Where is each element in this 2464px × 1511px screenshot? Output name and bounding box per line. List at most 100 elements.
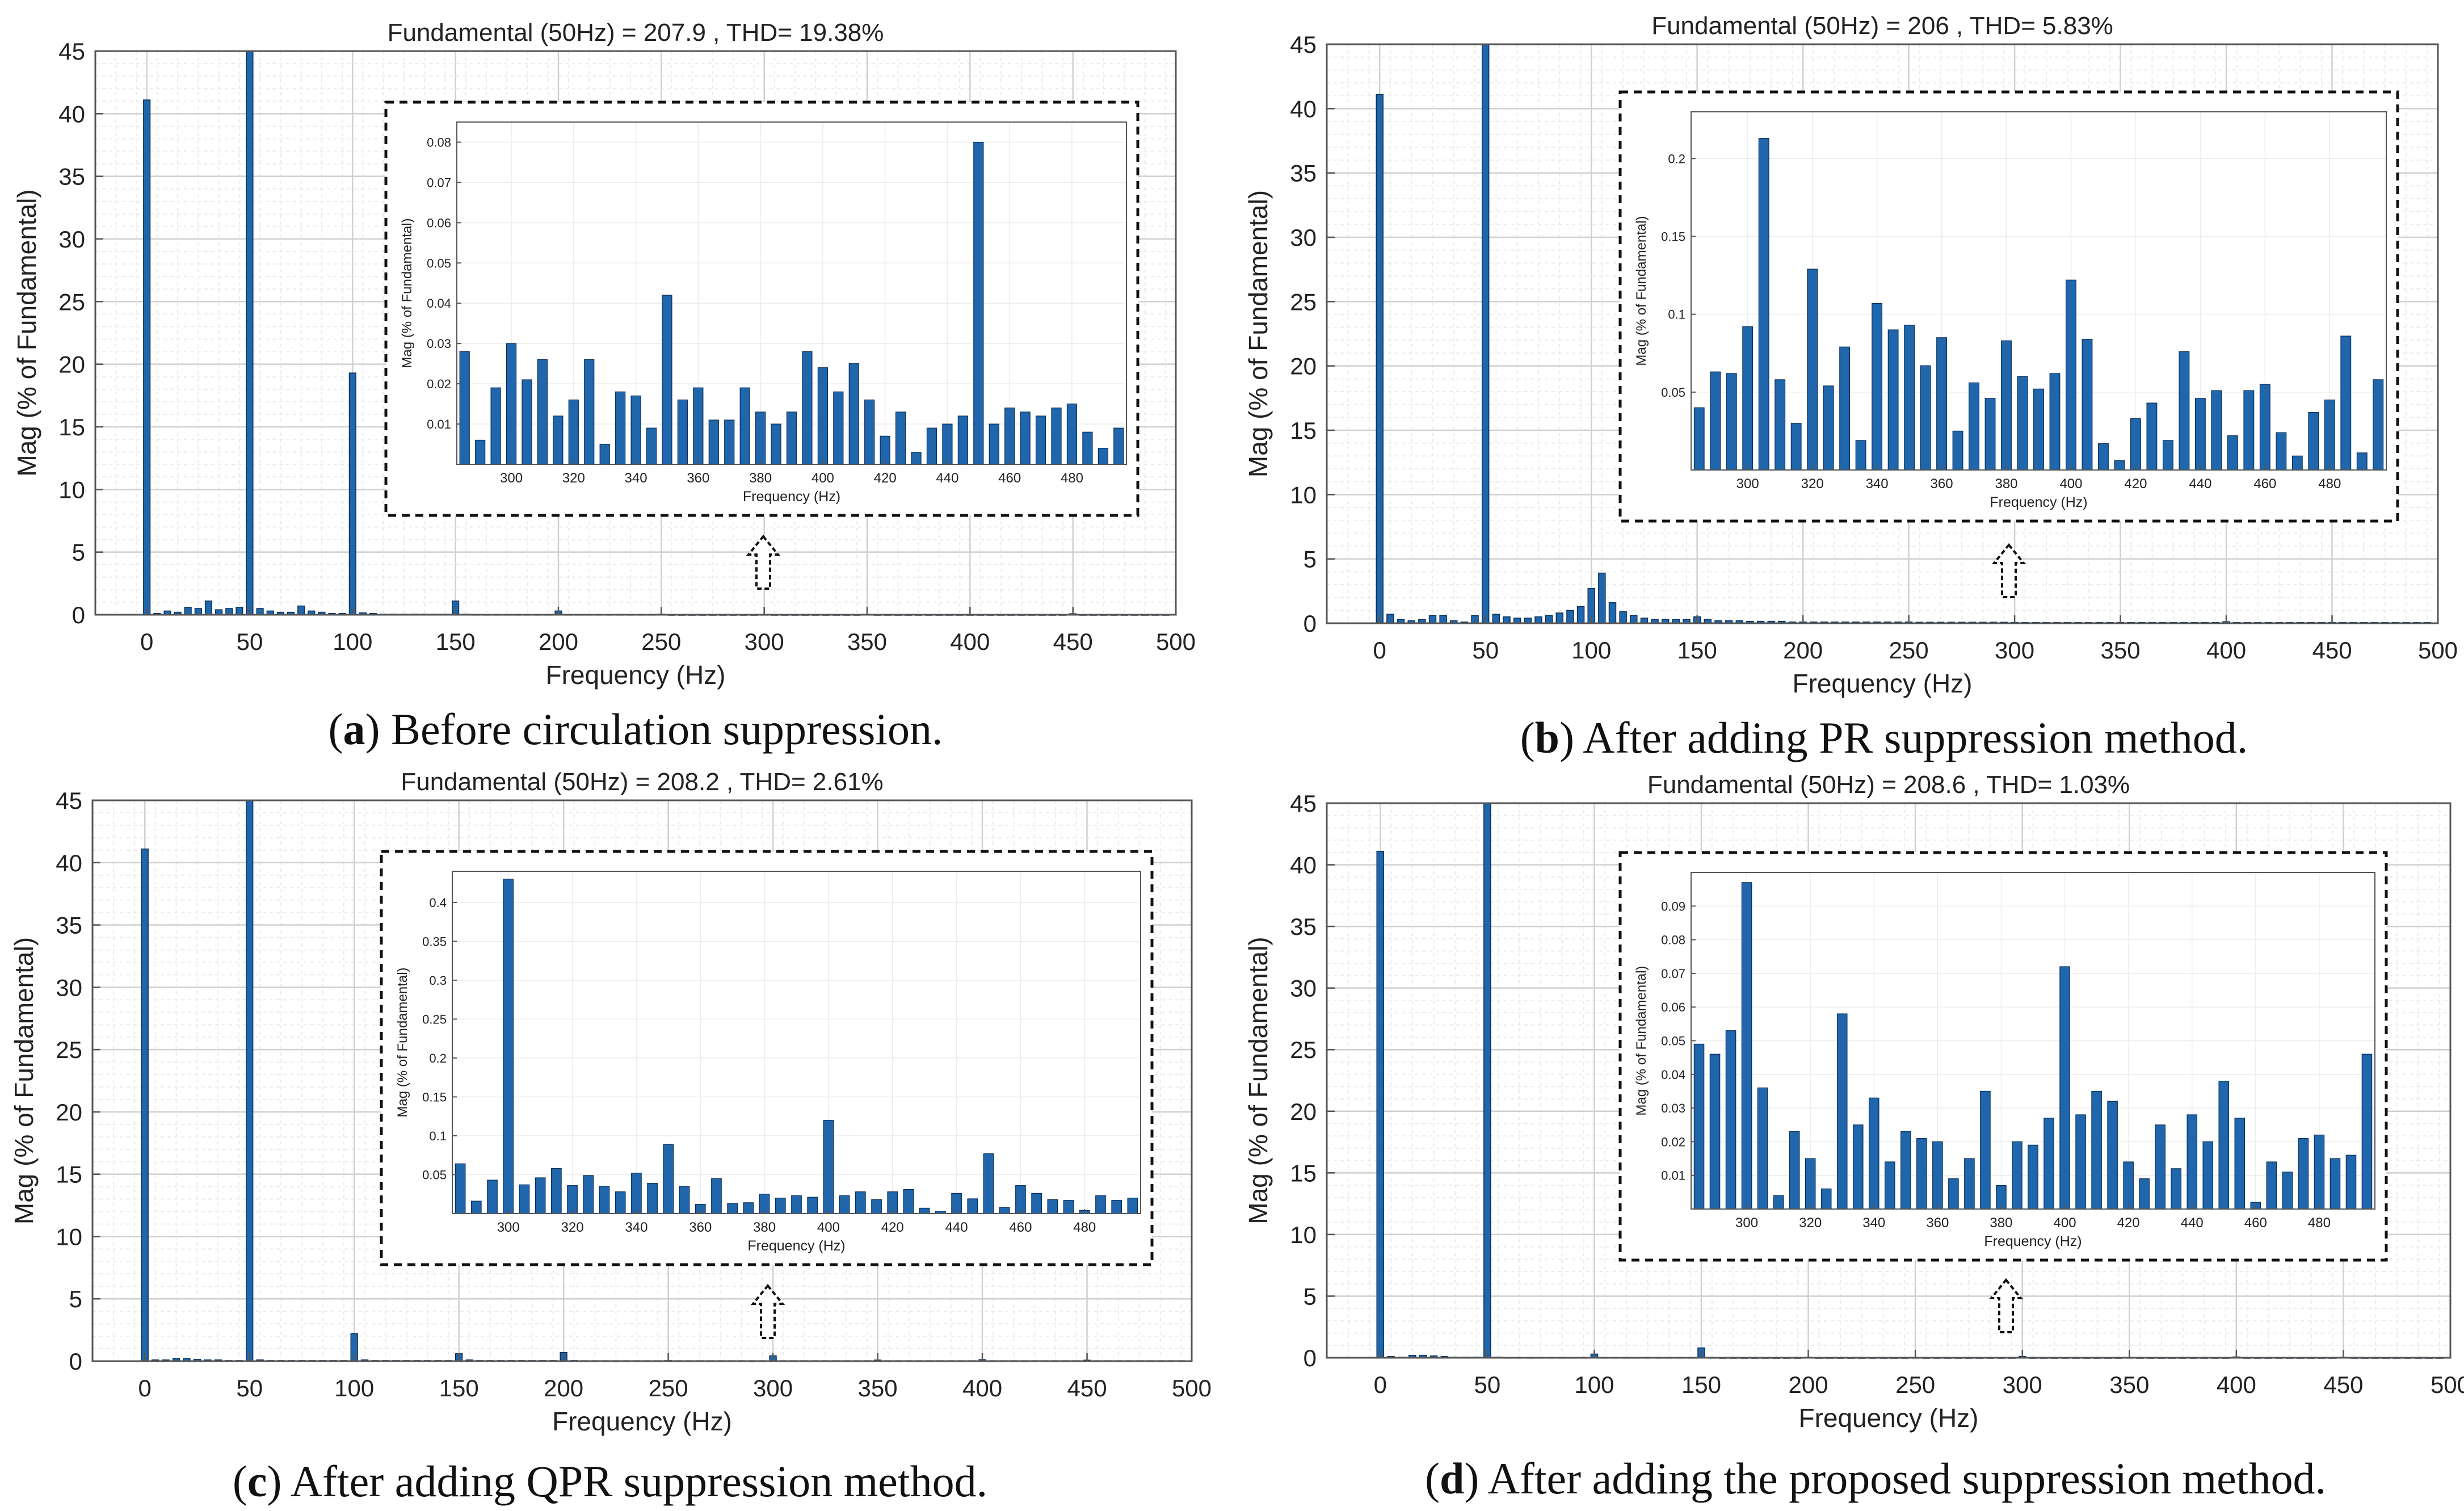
inset-bar xyxy=(1113,427,1124,465)
inset-bar xyxy=(755,412,766,465)
y-axis-label: Mag (% of Fundamental) xyxy=(12,189,41,476)
y-tick-label: 45 xyxy=(56,787,82,814)
inset-x-tick-label: 300 xyxy=(497,1220,520,1235)
x-tick-label: 350 xyxy=(2109,1371,2149,1398)
plot-frame xyxy=(1326,43,2439,624)
inset-bar xyxy=(973,141,984,465)
inset-bar xyxy=(1904,325,1915,471)
x-tick-label: 450 xyxy=(1067,1375,1107,1401)
inset-bar xyxy=(662,295,672,465)
inset-y-tick-label: 0.06 xyxy=(427,216,451,230)
bar xyxy=(1576,606,1585,624)
x-tick-label: 0 xyxy=(1374,1371,1387,1398)
inset-x-tick-label: 460 xyxy=(2253,476,2276,492)
inset-bar xyxy=(2194,398,2206,471)
inset-bar xyxy=(2139,1178,2150,1210)
bar xyxy=(297,605,305,615)
bar xyxy=(1534,616,1542,624)
inset-bar xyxy=(711,1178,722,1214)
inset-x-tick-label: 420 xyxy=(2117,1215,2140,1231)
x-tick-label: 400 xyxy=(950,628,990,655)
inset-y-tick-label: 0.08 xyxy=(427,135,451,149)
inset-bar xyxy=(2202,1141,2214,1210)
inset-y-tick-label: 0.05 xyxy=(422,1168,447,1182)
chart-title: Fundamental (50Hz) = 206 , THD= 5.83% xyxy=(1651,12,2113,40)
x-tick-label: 350 xyxy=(2101,637,2141,664)
inset-bar xyxy=(2114,460,2125,471)
inset-x-tick-label: 480 xyxy=(1073,1220,1096,1235)
inset-bar xyxy=(663,1144,674,1214)
y-tick-label: 35 xyxy=(58,163,85,190)
caption-d: (d) After adding the proposed suppressio… xyxy=(1425,1454,2326,1503)
inset-x-tick-label: 320 xyxy=(561,1220,584,1235)
dashed-up-arrow-icon xyxy=(1988,1278,2024,1333)
inset-bar xyxy=(1852,1124,1864,1210)
y-tick-label: 20 xyxy=(1290,1098,1317,1125)
inset-bar xyxy=(1775,379,1786,471)
inset-bar xyxy=(1047,1199,1058,1214)
inset-bar xyxy=(2012,1141,2023,1210)
y-tick-label: 20 xyxy=(1290,353,1317,380)
x-tick-label: 300 xyxy=(753,1375,793,1401)
bar xyxy=(225,608,233,615)
dashed-up-arrow-icon xyxy=(750,1283,785,1339)
y-tick-label: 5 xyxy=(69,1286,82,1312)
inset-y-tick-label: 0.02 xyxy=(1661,1135,1685,1149)
inset-bar xyxy=(1035,415,1046,465)
inset-bar xyxy=(724,419,735,465)
x-tick-label: 50 xyxy=(1474,1371,1500,1398)
inset-x-tick-label: 340 xyxy=(625,471,647,486)
inset-y-axis-label: Mag (% of Fundamental) xyxy=(1634,966,1649,1115)
inset-bar xyxy=(535,1177,546,1214)
y-tick-label: 30 xyxy=(1290,224,1317,251)
x-tick-label: 250 xyxy=(1889,637,1929,664)
y-tick-label: 35 xyxy=(1290,160,1317,187)
inset-bar xyxy=(1855,440,1866,471)
bar xyxy=(1471,615,1479,624)
inset-bar xyxy=(727,1203,738,1214)
x-tick-label: 150 xyxy=(439,1375,479,1401)
inset-bar xyxy=(2043,1118,2054,1210)
x-tick-label: 150 xyxy=(1677,637,1717,664)
inset-bar xyxy=(942,423,953,465)
inset-y-tick-label: 0.1 xyxy=(1668,308,1685,322)
x-tick-label: 150 xyxy=(1681,1371,1721,1398)
inset-bar xyxy=(553,415,564,465)
inset-bar xyxy=(487,1180,498,1214)
inset-bar xyxy=(2075,1114,2086,1210)
inset-frame xyxy=(452,871,1141,1214)
inset-bar xyxy=(2324,399,2335,471)
inset-bar xyxy=(2361,1053,2373,1210)
inset-x-tick-label: 360 xyxy=(1926,1215,1949,1231)
y-tick-label: 15 xyxy=(1290,417,1317,444)
inset-x-tick-label: 420 xyxy=(881,1220,904,1235)
inset-bar xyxy=(1836,1013,1848,1210)
inset-bar xyxy=(2028,1144,2038,1210)
y-tick-label: 45 xyxy=(58,38,85,65)
inset-bar xyxy=(775,1197,786,1214)
x-tick-label: 50 xyxy=(237,628,263,655)
inset-bar xyxy=(2234,1118,2246,1210)
inset-x-tick-label: 360 xyxy=(689,1220,712,1235)
inset-bar xyxy=(1839,346,1851,471)
inset-bar xyxy=(677,399,688,465)
inset-bar xyxy=(1031,1193,1042,1214)
inset-bar xyxy=(771,423,781,465)
y-tick-label: 0 xyxy=(1304,610,1317,637)
inset-y-tick-label: 0.05 xyxy=(1661,385,1685,400)
inset-bar xyxy=(599,1186,610,1214)
inset-bar xyxy=(1693,1043,1705,1210)
inset-bar xyxy=(967,1198,978,1214)
inset-bar xyxy=(2298,1138,2309,1210)
bar xyxy=(1566,610,1574,624)
x-tick-label: 50 xyxy=(1472,637,1499,664)
inset-bar xyxy=(599,443,610,465)
inset-bar xyxy=(1887,329,1899,471)
inset-bar xyxy=(1916,1138,1927,1210)
inset-bar xyxy=(583,1175,594,1214)
bar xyxy=(1386,614,1394,624)
y-axis-label: Mag (% of Fundamental) xyxy=(9,937,39,1224)
inset-y-axis-label: Mag (% of Fundamental) xyxy=(1634,216,1649,366)
inset-bar xyxy=(679,1186,690,1214)
y-tick-label: 35 xyxy=(56,912,82,939)
